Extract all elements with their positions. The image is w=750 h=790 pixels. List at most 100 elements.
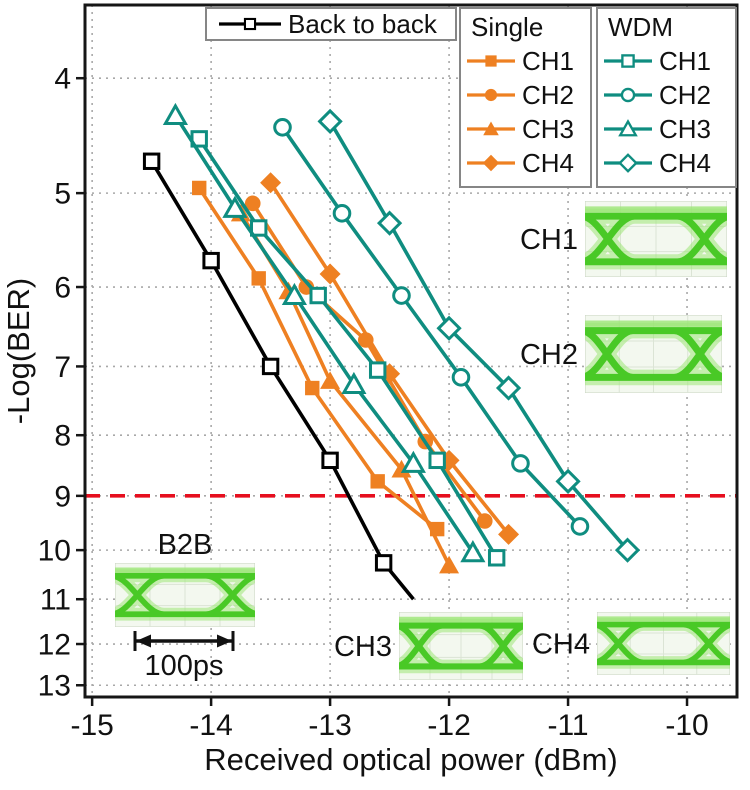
marker-diamond-filled	[498, 523, 520, 545]
y-tick-label: 6	[54, 272, 71, 305]
marker-circle-open	[392, 286, 411, 305]
marker-diamond-filled	[260, 172, 282, 194]
series-line-wdm-ch3	[173, 114, 475, 554]
marker-square-filled	[370, 474, 385, 489]
x-tick-label: -13	[308, 709, 351, 742]
marker-triangle-filled	[320, 371, 341, 389]
marker-square-open	[428, 451, 446, 470]
legend-sample	[467, 88, 515, 102]
marker-triangle-filled	[391, 459, 412, 478]
axes: -15 -14 -13 -12 -11 -10 4 5 6 7 8 9 10 11 12 13	[38, 3, 739, 742]
legend-group-title-wdm: WDM	[608, 12, 673, 42]
marker-diamond-open	[376, 210, 403, 236]
marker-triangle-open	[400, 450, 426, 473]
legend-entry-single-ch2: CH2	[465, 78, 586, 112]
legend-entry-wdm-ch4: CH4	[602, 146, 731, 180]
marker-square-open	[243, 17, 257, 31]
legend-sample	[467, 154, 515, 172]
marker-diamond-open	[555, 468, 581, 494]
scale-label: 100ps	[144, 650, 223, 682]
eye-diagram-ch2	[585, 315, 722, 393]
marker-square-filled	[485, 55, 497, 67]
legend-wdm: WDM CH1 CH2 CH3 CH4	[596, 7, 737, 188]
marker-circle-filled	[476, 513, 493, 529]
y-tick-label: 13	[38, 670, 71, 703]
series-line-wdm-ch2	[281, 126, 582, 528]
marker-square-open	[321, 451, 339, 470]
legend-entry-label: CH3	[659, 113, 712, 144]
eye-diagram-ch3	[399, 612, 523, 680]
x-tick-label: -11	[547, 709, 588, 742]
marker-circle-filled	[484, 88, 498, 102]
y-tick-label: 7	[54, 351, 71, 384]
x-tick-label: -12	[427, 709, 470, 742]
marker-triangle-open	[222, 195, 248, 218]
marker-square-filled	[305, 380, 320, 396]
legend-sample	[604, 153, 652, 173]
marker-diamond-open	[618, 153, 638, 173]
legend-back-to-back: Back to back	[205, 7, 457, 41]
inset-label-ch3: CH3	[334, 631, 392, 663]
marker-circle-open	[332, 204, 352, 223]
marker-circle-open	[511, 454, 530, 473]
y-tick-label: 11	[40, 584, 71, 617]
legend-sample	[467, 121, 515, 136]
legend-single: Single CH1 CH2 CH3 CH4	[459, 7, 592, 188]
marker-circle-filled	[357, 332, 374, 348]
marker-diamond-filled	[319, 263, 341, 285]
eye-diagram-insets: CH1 CH2 B2B 100ps CH3 CH4	[115, 201, 730, 682]
legend-sample	[604, 54, 652, 68]
legend-entry-label: CH1	[522, 45, 575, 76]
y-axis-title: -Log(BER)	[1, 277, 36, 425]
marker-diamond-open	[495, 375, 522, 401]
legend-sample	[467, 55, 515, 67]
marker-triangle-open	[162, 102, 189, 125]
marker-circle-open	[451, 368, 471, 387]
legend-entry-single-ch1: CH1	[465, 44, 586, 78]
x-tick-label: -15	[70, 709, 113, 742]
data-series	[85, 102, 737, 601]
x-tick-label: -10	[665, 709, 708, 742]
y-tick-label: 12	[38, 629, 71, 662]
inset-label-ch1: CH1	[520, 224, 578, 256]
inset-label-ch2: CH2	[520, 339, 578, 371]
marker-diamond-open	[614, 537, 641, 563]
legend-entry-label: CH4	[522, 147, 575, 178]
marker-square-open	[368, 361, 387, 379]
legend-entry-wdm-ch3: CH3	[602, 112, 731, 146]
marker-triangle-open	[618, 119, 638, 137]
marker-square-open	[374, 554, 393, 572]
legend-entry-single-ch4: CH4	[465, 146, 586, 180]
legend-entry-single-ch3: CH3	[465, 112, 586, 146]
marker-square-open	[261, 357, 280, 376]
marker-square-filled	[251, 271, 266, 286]
marker-square-open	[142, 152, 161, 170]
marker-square-open	[621, 54, 635, 68]
marker-square-filled	[192, 180, 207, 196]
legend-group-title-single: Single	[471, 12, 544, 42]
marker-square-open	[202, 251, 220, 270]
legend-entry-label: CH2	[659, 79, 712, 110]
eye-diagram-b2b	[115, 563, 255, 627]
marker-circle-open	[570, 517, 590, 536]
legend-entry-label: CH4	[659, 147, 712, 178]
y-tick-label: 4	[54, 63, 71, 96]
y-tick-label: 10	[38, 535, 71, 568]
marker-square-open	[309, 286, 327, 305]
legend-sample	[604, 87, 652, 103]
plot-frame	[83, 3, 739, 699]
marker-triangle-filled	[439, 555, 460, 574]
x-tick-label: -14	[189, 709, 232, 742]
marker-circle-open	[273, 117, 292, 137]
marker-diamond-open	[317, 108, 343, 135]
series-line-wdm-ch1	[197, 137, 499, 559]
inset-label-b2b: B2B	[158, 529, 213, 561]
legend-entry-label: CH2	[522, 79, 575, 110]
legend-entry-wdm-ch2: CH2	[602, 78, 731, 112]
legend-sample	[219, 17, 281, 31]
eye-diagram-ch1	[585, 201, 727, 277]
legend-entry-wdm-ch1: CH1	[602, 44, 731, 78]
marker-diamond-filled	[482, 154, 500, 172]
